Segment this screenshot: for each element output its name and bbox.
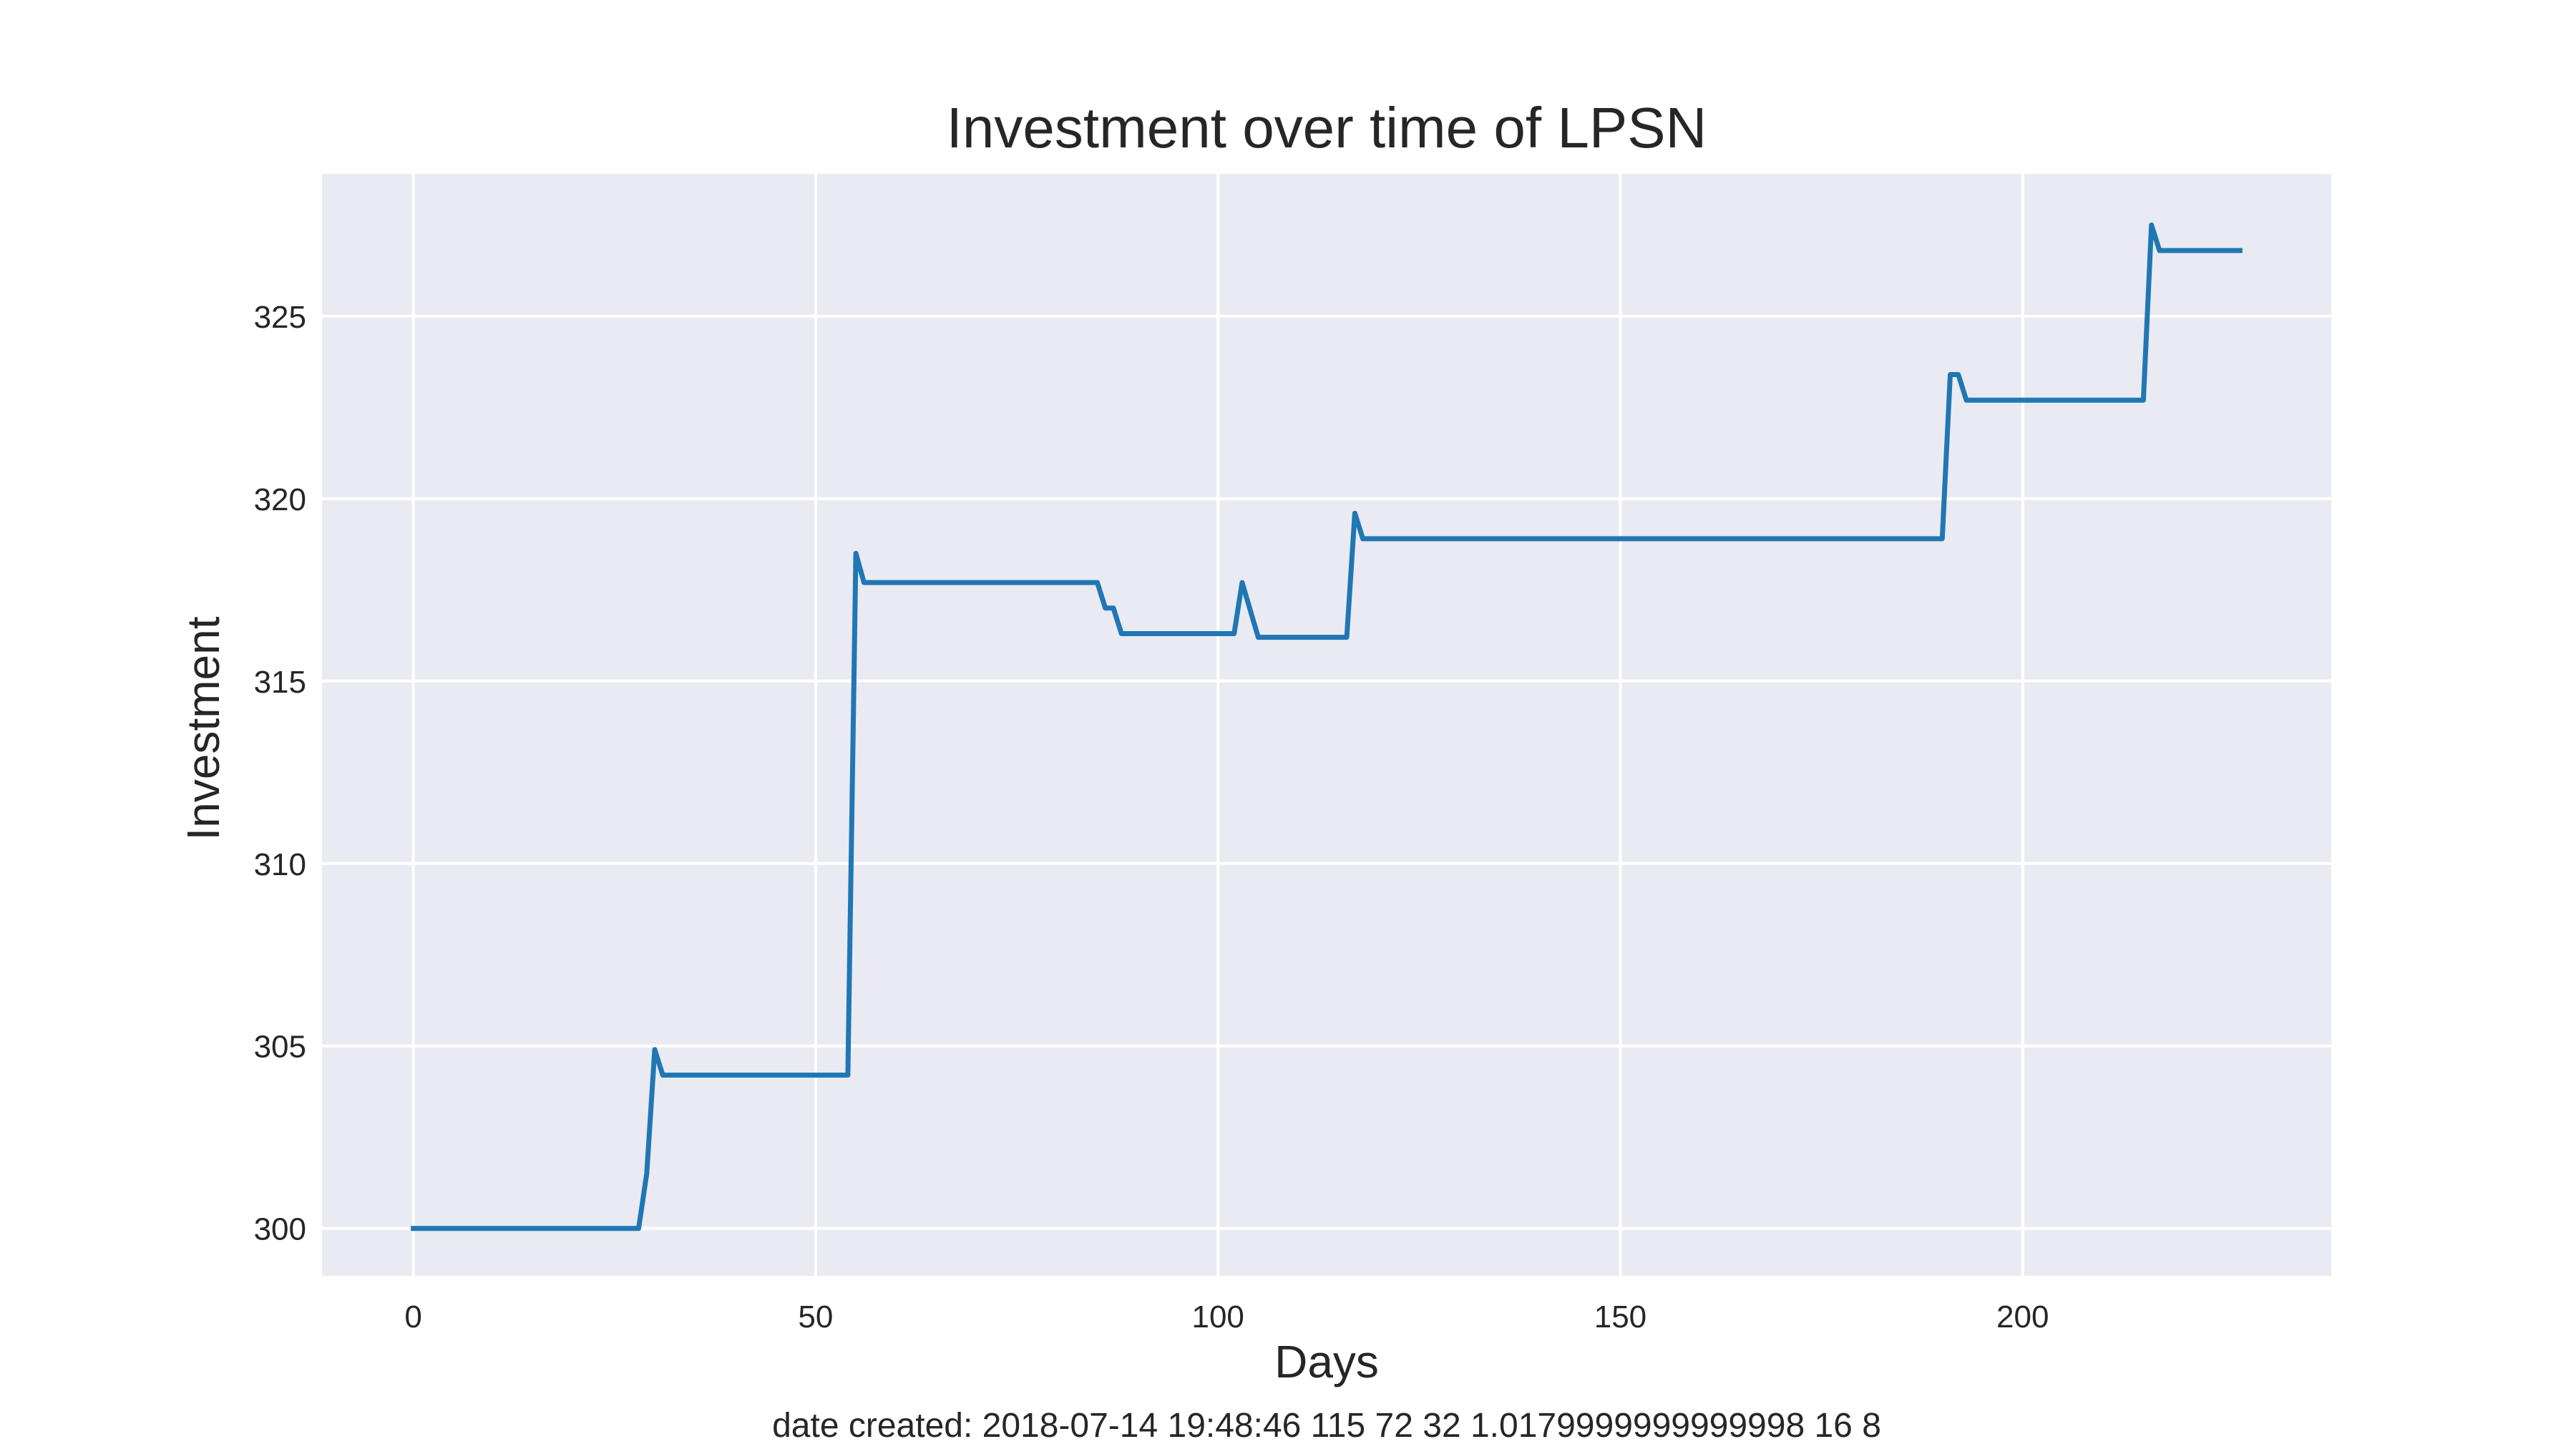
x-tick-label: 0: [404, 1299, 421, 1335]
y-tick-label: 300: [254, 1212, 306, 1247]
y-tick-labels: 300 305 310 315 320 325: [254, 300, 306, 1247]
x-tick-label: 50: [798, 1299, 833, 1335]
y-tick-label: 325: [254, 300, 306, 335]
x-axis-label: Days: [1274, 1336, 1379, 1387]
grid: [322, 174, 2331, 1276]
y-tick-label: 320: [254, 482, 306, 517]
x-tick-labels: 0 50 100 150 200: [404, 1299, 2049, 1335]
x-tick-label: 200: [1996, 1299, 2049, 1335]
chart-title: Investment over time of LPSN: [947, 96, 1707, 160]
investment-line: [411, 222, 2243, 1231]
y-tick-label: 305: [254, 1030, 306, 1065]
x-tick-label: 150: [1594, 1299, 1646, 1335]
y-axis-label: Investment: [177, 616, 229, 840]
x-tick-label: 100: [1191, 1299, 1244, 1335]
date-created-note: date created: 2018-07-14 19:48:46 115 72…: [772, 1407, 1881, 1445]
y-tick-label: 315: [254, 665, 306, 700]
series-group: [411, 222, 2243, 1231]
plot-area: [322, 174, 2331, 1276]
y-tick-label: 310: [254, 847, 306, 882]
